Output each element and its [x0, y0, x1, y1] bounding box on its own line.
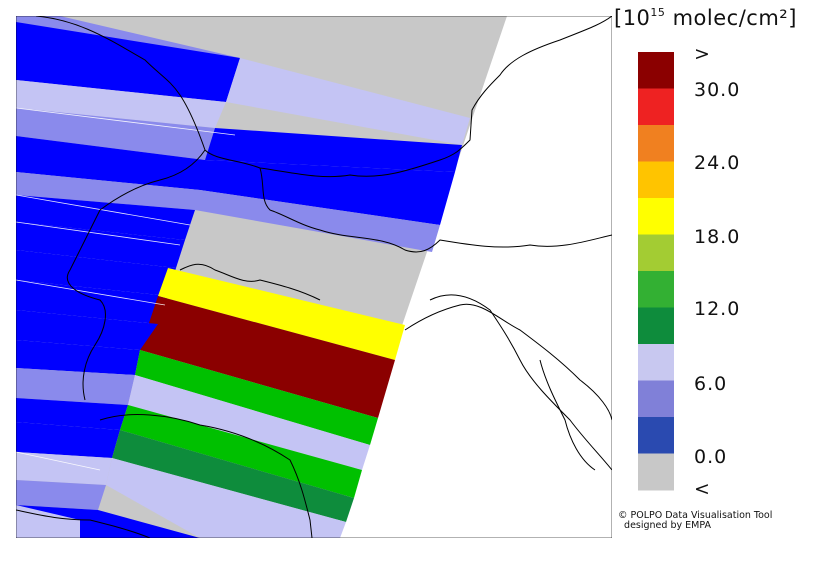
- legend-color-bar: [638, 52, 674, 491]
- swath-pixel: [226, 58, 470, 145]
- legend-label-18: 18.0: [694, 226, 741, 248]
- swath-pixel: [16, 398, 128, 430]
- borders-and-coastlines: [16, 16, 612, 538]
- legend-label-over: >: [694, 43, 711, 65]
- legend-bin: [638, 125, 674, 162]
- legend-bin: [638, 198, 674, 235]
- credit-line-1: © POLPO Data Visualisation Tool: [618, 510, 773, 521]
- legend-bin: [638, 52, 674, 89]
- unit-suffix: molec/cm²]: [665, 6, 797, 30]
- legend-bin: [638, 344, 674, 381]
- legend-bin: [638, 271, 674, 308]
- unit-exponent: 15: [650, 6, 666, 19]
- swath-pixel: [16, 452, 112, 485]
- legend-bin: [638, 417, 674, 454]
- legend-bin: [638, 234, 674, 272]
- legend-bin: [638, 161, 674, 199]
- legend-title: [1015 molec/cm²]: [614, 6, 797, 30]
- swath-pixel: [16, 136, 455, 225]
- credit-text: © POLPO Data Visualisation Tool designed…: [618, 511, 772, 531]
- swath-pixel: [106, 458, 346, 538]
- legend-label-6: 6.0: [694, 373, 728, 395]
- swath-pixel: [120, 405, 362, 498]
- swath-pixel: [16, 195, 195, 240]
- satellite-swath: [16, 16, 507, 538]
- legend-label-under: <: [694, 478, 711, 500]
- swath-pixel: [16, 480, 106, 510]
- scan-lines: [16, 107, 236, 471]
- legend-label-0: 0.0: [694, 446, 728, 468]
- swath-pixel: [16, 222, 185, 268]
- swath-pixel: [16, 22, 240, 102]
- credit-line-2: designed by EMPA: [624, 520, 711, 531]
- swath-pixel: [16, 280, 168, 324]
- swath-pixel: [205, 128, 462, 172]
- swath-pixel: [16, 368, 135, 405]
- swath-pixel: [112, 430, 354, 522]
- swath-pixel: [158, 268, 405, 360]
- swath-pixel: [16, 310, 158, 350]
- swath-pixel: [16, 340, 140, 375]
- swath-pixel: [16, 80, 226, 128]
- unit-prefix: [10: [614, 6, 651, 30]
- swath-pixel: [16, 172, 440, 252]
- legend-label-24: 24.0: [694, 152, 741, 174]
- swath-pixel: [16, 422, 120, 458]
- map-area: [16, 16, 612, 538]
- legend-label-30: 30.0: [694, 79, 741, 101]
- swath-pixel: [140, 296, 395, 418]
- swath-pixel: [135, 350, 378, 445]
- legend-bin: [638, 453, 674, 491]
- swath-pixel: [128, 375, 370, 470]
- legend-label-12: 12.0: [694, 298, 741, 320]
- legend-bin: [638, 88, 674, 126]
- legend-bin: [638, 307, 674, 345]
- swath-pixel: [16, 250, 176, 296]
- legend-bin: [638, 380, 674, 418]
- swath-pixel: [16, 108, 215, 160]
